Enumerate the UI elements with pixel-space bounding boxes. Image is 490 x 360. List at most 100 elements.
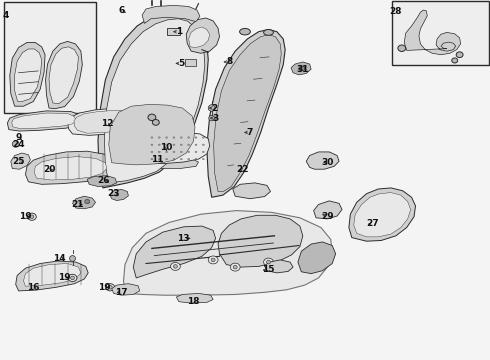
Text: 2: 2: [212, 104, 218, 112]
Text: 29: 29: [321, 212, 334, 221]
Ellipse shape: [188, 158, 190, 160]
Polygon shape: [142, 5, 200, 23]
Polygon shape: [298, 242, 336, 274]
Polygon shape: [176, 293, 213, 303]
Ellipse shape: [152, 120, 159, 125]
Polygon shape: [354, 193, 411, 237]
Text: 25: 25: [12, 157, 25, 166]
Polygon shape: [11, 153, 30, 169]
Bar: [167, 28, 180, 35]
Ellipse shape: [188, 144, 190, 145]
Text: 31: 31: [296, 65, 309, 74]
Polygon shape: [87, 176, 117, 186]
Bar: [392, 1, 489, 65]
Polygon shape: [104, 19, 205, 183]
Text: 27: 27: [366, 219, 379, 228]
Polygon shape: [34, 157, 107, 180]
Ellipse shape: [230, 263, 240, 271]
Ellipse shape: [166, 137, 168, 138]
Text: 10: 10: [160, 143, 173, 152]
Ellipse shape: [151, 151, 153, 153]
Ellipse shape: [166, 151, 168, 153]
Polygon shape: [143, 132, 210, 163]
Polygon shape: [46, 41, 82, 109]
Ellipse shape: [452, 58, 458, 63]
Ellipse shape: [151, 137, 153, 138]
Ellipse shape: [71, 276, 74, 280]
Polygon shape: [98, 12, 208, 188]
Text: 19: 19: [98, 283, 110, 292]
Polygon shape: [109, 104, 195, 165]
Text: 1: 1: [176, 27, 182, 36]
Text: 15: 15: [262, 266, 275, 274]
Polygon shape: [145, 158, 198, 168]
Ellipse shape: [158, 144, 160, 145]
Ellipse shape: [171, 262, 180, 270]
Text: 26: 26: [98, 176, 110, 185]
Polygon shape: [404, 10, 461, 55]
Ellipse shape: [180, 158, 182, 160]
Ellipse shape: [209, 115, 215, 121]
Ellipse shape: [106, 284, 115, 291]
Ellipse shape: [202, 151, 204, 153]
Ellipse shape: [195, 158, 197, 160]
Polygon shape: [49, 47, 78, 104]
Ellipse shape: [456, 52, 463, 58]
Text: 9: 9: [15, 133, 22, 142]
Ellipse shape: [166, 144, 168, 145]
Ellipse shape: [173, 144, 175, 145]
Ellipse shape: [264, 258, 273, 266]
Ellipse shape: [180, 151, 182, 153]
Polygon shape: [291, 62, 311, 75]
Text: 21: 21: [71, 200, 84, 209]
Polygon shape: [10, 42, 45, 106]
Text: 16: 16: [27, 283, 40, 292]
Ellipse shape: [188, 151, 190, 153]
Text: 12: 12: [100, 120, 113, 129]
Polygon shape: [68, 108, 156, 135]
Text: 3: 3: [213, 113, 219, 122]
Ellipse shape: [12, 141, 19, 147]
Text: 6: 6: [119, 5, 124, 14]
Ellipse shape: [299, 66, 305, 71]
Text: 7: 7: [246, 128, 253, 137]
Ellipse shape: [211, 258, 215, 262]
Polygon shape: [186, 18, 220, 53]
Ellipse shape: [195, 151, 197, 153]
Ellipse shape: [173, 158, 175, 160]
Ellipse shape: [158, 137, 160, 138]
Ellipse shape: [233, 265, 237, 269]
Ellipse shape: [68, 274, 77, 282]
Text: 24: 24: [12, 140, 25, 149]
Ellipse shape: [70, 256, 75, 261]
Text: 14: 14: [53, 254, 66, 263]
Ellipse shape: [264, 30, 273, 35]
Ellipse shape: [267, 260, 270, 264]
Polygon shape: [133, 226, 216, 278]
Ellipse shape: [208, 256, 218, 264]
Polygon shape: [24, 264, 81, 286]
Polygon shape: [314, 201, 342, 219]
Text: 20: 20: [43, 165, 55, 174]
Text: 13: 13: [177, 234, 190, 243]
Polygon shape: [7, 111, 82, 131]
Ellipse shape: [202, 144, 204, 145]
Polygon shape: [112, 284, 140, 295]
Polygon shape: [25, 151, 117, 184]
Ellipse shape: [208, 105, 215, 111]
Polygon shape: [265, 260, 293, 273]
Polygon shape: [233, 183, 270, 199]
Polygon shape: [207, 30, 285, 197]
Bar: [185, 59, 196, 66]
Polygon shape: [189, 27, 210, 48]
Ellipse shape: [173, 137, 175, 138]
Ellipse shape: [166, 158, 168, 160]
Ellipse shape: [195, 144, 197, 145]
Ellipse shape: [27, 213, 36, 220]
Ellipse shape: [195, 137, 197, 138]
Polygon shape: [306, 152, 339, 169]
Text: 5: 5: [178, 59, 184, 68]
Ellipse shape: [398, 45, 406, 51]
Ellipse shape: [30, 215, 34, 219]
Ellipse shape: [108, 285, 112, 289]
